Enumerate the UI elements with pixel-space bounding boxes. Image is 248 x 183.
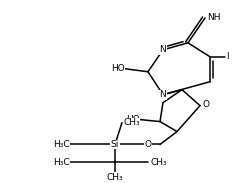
Text: I: I: [226, 52, 229, 61]
Text: CH₃: CH₃: [123, 118, 140, 127]
Text: H₃C: H₃C: [53, 140, 70, 149]
Text: CH₃: CH₃: [107, 173, 123, 182]
Text: N: N: [160, 90, 166, 99]
Text: O: O: [203, 100, 210, 109]
Text: N: N: [160, 45, 166, 54]
Text: H₃C: H₃C: [53, 158, 70, 167]
Text: Si: Si: [111, 140, 119, 149]
Text: NH: NH: [208, 13, 221, 23]
Text: HO: HO: [111, 64, 125, 73]
Text: HO: HO: [126, 115, 140, 124]
Text: CH₃: CH₃: [151, 158, 167, 167]
Text: O: O: [145, 140, 152, 149]
